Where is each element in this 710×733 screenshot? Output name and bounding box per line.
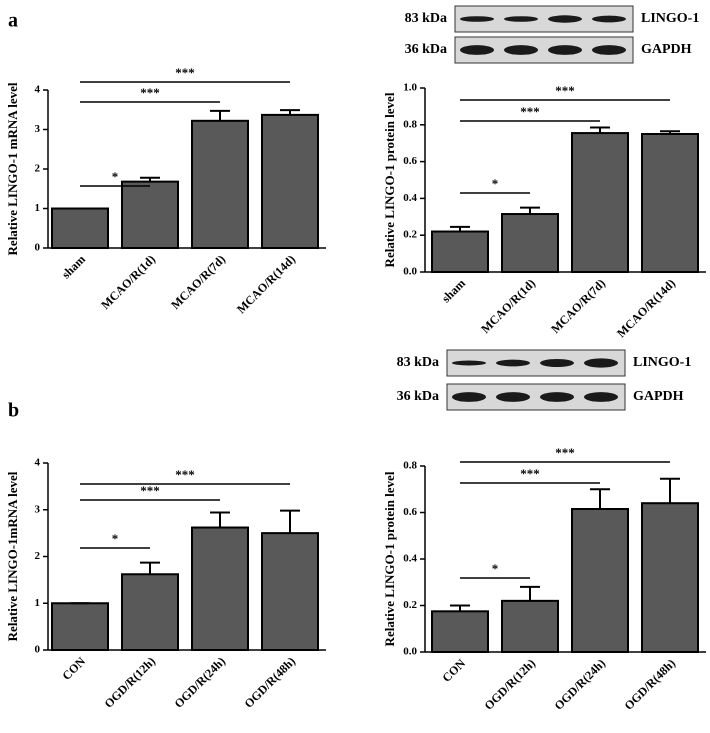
blot-band: [548, 15, 582, 23]
x-tick-label: OGD/R(48h): [241, 654, 298, 711]
blot-band: [592, 45, 626, 55]
bar: [121, 180, 179, 249]
bar: [51, 207, 109, 249]
bar: [571, 132, 629, 273]
x-tick-label: OGD/R(12h): [481, 656, 538, 713]
y-tick-label: 4: [35, 457, 41, 469]
significance-label: ***: [175, 467, 195, 482]
x-tick-label: OGD/R(24h): [551, 656, 608, 713]
panel-label: b: [8, 400, 19, 422]
y-tick-label: 0.0: [403, 646, 417, 658]
blot-band: [504, 16, 538, 22]
bar: [571, 508, 629, 654]
bar: [121, 573, 179, 652]
y-tick-label: 0.2: [403, 229, 417, 241]
significance-label: ***: [520, 104, 540, 119]
significance-label: *: [492, 176, 499, 191]
y-tick-label: 3: [35, 503, 41, 515]
y-tick-label: 0.8: [403, 118, 417, 130]
blot-band: [452, 392, 486, 402]
bar: [431, 610, 489, 653]
significance-label: *: [112, 531, 119, 546]
y-tick-label: 0.0: [403, 266, 417, 278]
x-tick-label: MCAO/R(1d): [478, 276, 538, 336]
bar: [641, 133, 699, 273]
blot-band: [460, 45, 494, 55]
x-tick-label: CON: [59, 654, 88, 683]
blot-band: [584, 358, 618, 368]
blot-band: [496, 392, 530, 402]
x-tick-label: OGD/R(48h): [621, 656, 678, 713]
bar: [261, 113, 319, 250]
bar: [191, 119, 249, 249]
significance-label: ***: [555, 445, 575, 460]
blot-protein-label: GAPDH: [641, 42, 692, 57]
x-tick-label: sham: [439, 276, 468, 305]
blot-size-label: 83 kDa: [405, 11, 447, 26]
y-tick-label: 0.8: [403, 460, 417, 472]
y-tick-label: 0: [35, 242, 41, 254]
y-tick-label: 2: [35, 163, 41, 175]
blot-band: [584, 392, 618, 402]
significance-label: *: [112, 169, 119, 184]
blot-size-label: 36 kDa: [405, 42, 447, 57]
significance-label: ***: [140, 483, 160, 498]
blot-size-label: 83 kDa: [397, 355, 439, 370]
blot-band: [548, 45, 582, 55]
significance-label: ***: [175, 65, 195, 80]
blot-band: [460, 16, 494, 22]
bar: [261, 532, 319, 651]
y-tick-label: 1.0: [403, 82, 417, 94]
x-tick-label: MCAO/R(14d): [614, 276, 678, 340]
blot-band: [540, 359, 574, 367]
significance-label: ***: [520, 466, 540, 481]
panel-label: a: [8, 10, 18, 32]
blot-band: [504, 45, 538, 55]
blot-band: [592, 15, 626, 23]
bar: [51, 602, 109, 651]
y-tick-label: 0: [35, 644, 41, 656]
y-tick-label: 0.6: [403, 506, 417, 518]
y-tick-label: 3: [35, 123, 41, 135]
blot-protein-label: LINGO-1: [641, 11, 699, 26]
significance-label: ***: [140, 85, 160, 100]
y-tick-label: 0.6: [403, 155, 417, 167]
blot-band: [540, 392, 574, 402]
y-tick-label: 0.4: [403, 553, 417, 565]
bar: [431, 230, 489, 274]
blot-protein-label: LINGO-1: [633, 355, 691, 370]
y-axis-label: Relative LINGO-1 mRNA level: [5, 82, 20, 255]
blot-size-label: 36 kDa: [397, 389, 439, 404]
y-tick-label: 1: [35, 202, 41, 214]
y-axis-label: Relative LINGO-1mRNA level: [5, 471, 20, 641]
bar: [501, 599, 559, 653]
blot-protein-label: GAPDH: [633, 389, 684, 404]
bar: [501, 213, 559, 273]
y-axis-label: Relative LINGO-1 protein level: [382, 471, 397, 646]
blot-band: [452, 360, 486, 366]
x-tick-label: MCAO/R(7d): [168, 252, 228, 312]
x-tick-label: CON: [439, 656, 468, 685]
significance-label: ***: [555, 83, 575, 98]
x-tick-label: MCAO/R(7d): [548, 276, 608, 336]
x-tick-label: OGD/R(24h): [171, 654, 228, 711]
x-tick-label: sham: [59, 252, 88, 281]
y-tick-label: 1: [35, 597, 41, 609]
bar: [191, 526, 249, 652]
y-tick-label: 0.4: [403, 192, 417, 204]
x-tick-label: MCAO/R(1d): [98, 252, 158, 312]
x-tick-label: OGD/R(12h): [101, 654, 158, 711]
y-tick-label: 2: [35, 550, 41, 562]
y-tick-label: 4: [35, 84, 41, 96]
significance-label: *: [492, 561, 499, 576]
blot-band: [496, 359, 530, 367]
bar: [641, 502, 699, 654]
y-axis-label: Relative LINGO-1 protein level: [382, 92, 397, 267]
x-tick-label: MCAO/R(14d): [234, 252, 298, 316]
y-tick-label: 0.2: [403, 599, 417, 611]
